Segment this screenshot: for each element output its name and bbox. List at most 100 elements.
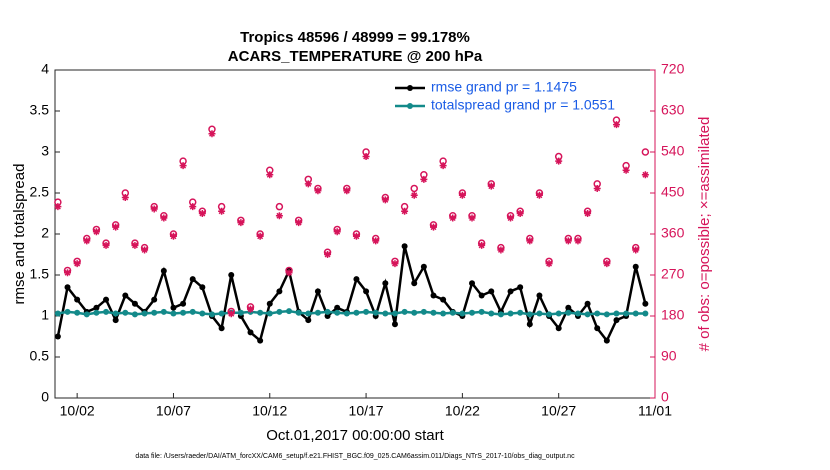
x-tick-label: 11/01 (638, 403, 672, 419)
data-point (179, 162, 187, 170)
data-point (324, 313, 331, 319)
data-point (285, 269, 293, 277)
data-point (401, 308, 408, 315)
data-point (73, 260, 81, 268)
data-point (612, 121, 620, 129)
data-point (228, 272, 235, 278)
data-point (218, 207, 226, 215)
data-point (131, 300, 138, 307)
data-point (122, 309, 129, 316)
data-point (266, 300, 273, 307)
data-point (613, 317, 620, 324)
x-tick-label: 10/27 (541, 403, 576, 419)
data-point (237, 309, 244, 316)
data-point (112, 223, 120, 231)
data-point (286, 308, 293, 315)
data-point (391, 310, 398, 317)
data-point (526, 321, 533, 328)
data-point (275, 212, 283, 220)
data-point (103, 296, 110, 303)
data-point (632, 263, 639, 270)
data-point (478, 292, 485, 299)
data-point (420, 263, 427, 270)
x-tick-label: 10/22 (445, 403, 480, 419)
data-point (103, 308, 110, 315)
data-point (363, 308, 370, 315)
data-point (391, 260, 399, 268)
data-point (372, 309, 379, 316)
data-point (74, 309, 81, 316)
data-point (449, 309, 456, 316)
y-tick-label: 3.5 (30, 102, 50, 118)
data-point (121, 194, 129, 202)
y-tick-label: 1 (41, 307, 49, 323)
data-point (343, 310, 350, 317)
data-point (257, 309, 264, 316)
data-point (536, 292, 543, 299)
data-point (546, 311, 553, 318)
data-point (266, 171, 274, 179)
data-point (198, 210, 206, 217)
data-point (92, 228, 100, 236)
data-point (352, 232, 360, 240)
data-point (334, 304, 341, 311)
x-tick-label: 10/07 (156, 403, 191, 419)
data-point (83, 237, 91, 245)
data-point (516, 210, 524, 217)
data-point (372, 237, 380, 245)
data-point (363, 288, 370, 295)
data-point (468, 214, 476, 222)
data-point (141, 246, 149, 254)
data-point (488, 310, 495, 317)
data-point (151, 296, 158, 303)
data-point (584, 311, 591, 318)
data-point (410, 191, 418, 199)
data-point (487, 182, 495, 190)
data-point (632, 246, 640, 254)
data-point (488, 288, 495, 295)
y2-tick-label: 720 (661, 61, 685, 77)
y2-tick-label: 360 (661, 225, 685, 241)
y-tick-label: 0 (41, 389, 49, 405)
data-point (189, 276, 196, 283)
chart-title: Tropics 48596 / 48999 = 99.178% (240, 29, 470, 46)
data-point (459, 310, 466, 317)
y2-tick-label: 90 (661, 348, 677, 364)
data-point (160, 214, 168, 222)
data-point (632, 310, 639, 317)
x-axis-label: Oct.01,2017 00:00:00 start (266, 427, 444, 444)
data-point (565, 304, 572, 311)
data-point (112, 310, 119, 317)
data-point (362, 153, 370, 161)
y2-axis-label: # of obs: o=possible; ×=assimilated (696, 117, 713, 352)
data-point (160, 308, 167, 315)
data-point (333, 228, 341, 236)
data-point (151, 309, 158, 316)
data-point (189, 203, 197, 211)
data-point (401, 207, 409, 215)
data-point (555, 325, 562, 332)
data-point (526, 311, 533, 318)
data-point (304, 180, 312, 188)
data-point (276, 308, 283, 315)
y-tick-label: 3 (41, 143, 49, 159)
data-point (594, 325, 601, 332)
data-point (593, 184, 601, 192)
data-point (305, 317, 312, 324)
legend-marker (407, 85, 413, 91)
data-point (93, 309, 100, 316)
data-point (353, 276, 360, 283)
data-point (517, 284, 524, 291)
y-axis-label: rmse and totalspread (11, 164, 28, 305)
y2-tick-label: 270 (661, 266, 685, 282)
data-point (169, 232, 177, 240)
data-point (440, 310, 447, 317)
data-point (594, 310, 601, 317)
data-point (517, 309, 524, 316)
data-point (54, 203, 62, 211)
data-point (276, 288, 283, 295)
data-point (199, 284, 206, 291)
data-point (603, 337, 610, 344)
